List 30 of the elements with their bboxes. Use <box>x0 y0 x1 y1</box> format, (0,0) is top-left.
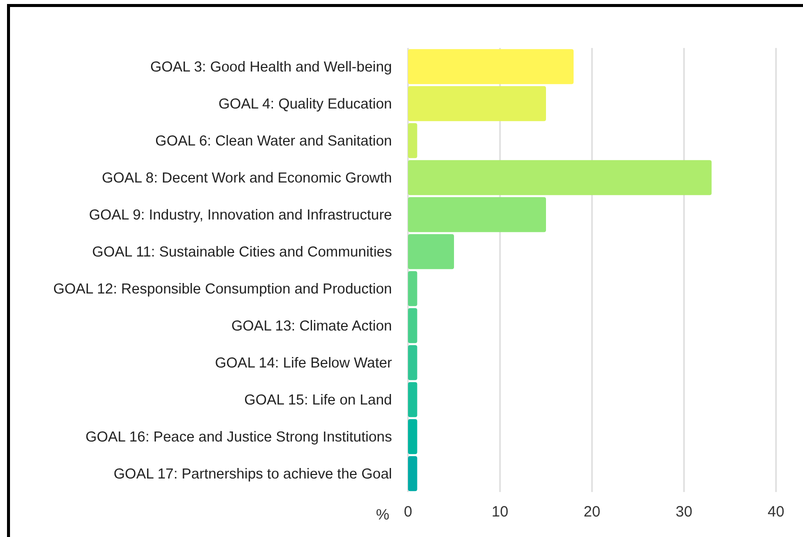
y-tick-label: GOAL 4: Quality Education <box>218 96 392 113</box>
bar <box>408 197 546 232</box>
x-tick-label: 40 <box>768 504 784 521</box>
y-tick-label: GOAL 16: Peace and Justice Strong Institutions <box>85 430 392 446</box>
y-tick-label: GOAL 11: Sustainable Cities and Communities <box>92 244 392 261</box>
bar <box>408 308 418 344</box>
x-tick-label: 10 <box>492 504 508 521</box>
bar <box>408 271 418 306</box>
y-tick-label: GOAL 3: Good Health and Well-being <box>150 60 392 76</box>
y-tick-label: GOAL 6: Clean Water and Sanitation <box>155 134 392 150</box>
x-tick-label: 30 <box>676 504 692 521</box>
x-tick-label: 20 <box>584 504 600 521</box>
bar <box>408 160 712 196</box>
bar <box>408 419 418 454</box>
bar <box>408 49 574 84</box>
x-tick-label: 0 <box>404 504 412 521</box>
y-tick-label: GOAL 12: Responsible Consumption and Production <box>53 282 392 298</box>
y-tick-label: GOAL 8: Decent Work and Economic Growth <box>102 170 392 187</box>
y-tick-label: GOAL 13: Climate Action <box>231 318 392 335</box>
bar <box>408 86 546 122</box>
bar <box>408 234 454 270</box>
y-tick-label: GOAL 9: Industry, Innovation and Infrastructure <box>88 208 392 224</box>
y-tick-label: GOAL 14: Life Below Water <box>214 356 392 372</box>
y-tick-label: GOAL 17: Partnerships to achieve the Goal <box>114 466 392 483</box>
bar <box>408 345 418 380</box>
bar <box>408 123 418 158</box>
y-tick-label: GOAL 15: Life on Land <box>244 392 392 409</box>
x-axis-title: % <box>376 506 390 524</box>
bar <box>408 382 418 418</box>
bar <box>408 456 418 492</box>
